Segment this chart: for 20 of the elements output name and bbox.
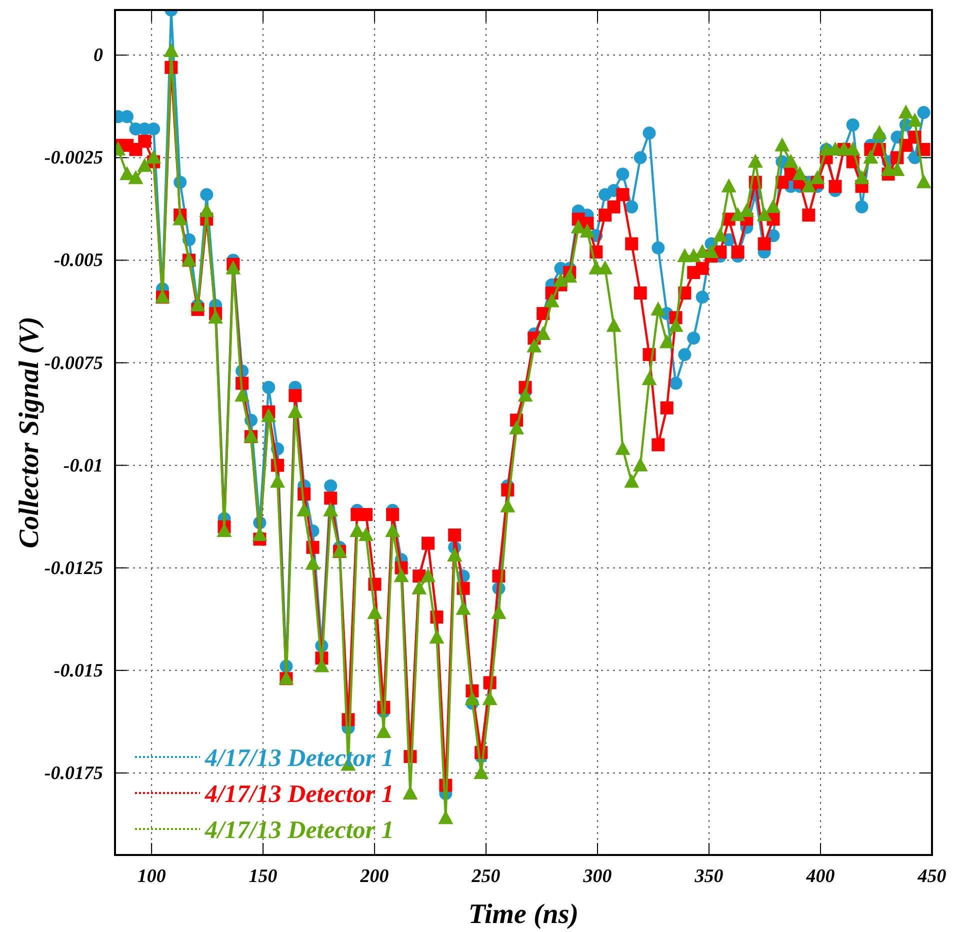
y-tick-label: -0.0175 [44,762,104,784]
y-tick-label: -0.0025 [44,148,104,169]
x-tick-label: 400 [805,866,836,887]
x-tick-label: 150 [248,866,278,887]
y-axis-title: Collector Signal (V) [14,316,45,548]
x-tick-label: 200 [359,866,390,887]
x-tick-label: 100 [137,866,166,887]
x-tick-label: 450 [916,866,947,887]
legend-label: 4/17/13 Detector 1 [204,817,394,844]
y-tick-label: -0.0125 [44,558,104,579]
x-tick-label: 300 [582,866,612,887]
x-tick-label: 350 [694,866,724,887]
y-tick-label: 0 [94,45,104,66]
y-tick-label: -0.01 [63,455,103,476]
x-axis-title: Time (ns) [468,899,579,930]
legend-label: 4/17/13 Detector 1 [204,781,394,808]
y-tick-label: -0.005 [54,250,104,272]
x-tick-label: 250 [470,866,501,887]
y-tick-label: -0.0075 [44,352,104,374]
y-tick-label: -0.015 [54,660,104,682]
